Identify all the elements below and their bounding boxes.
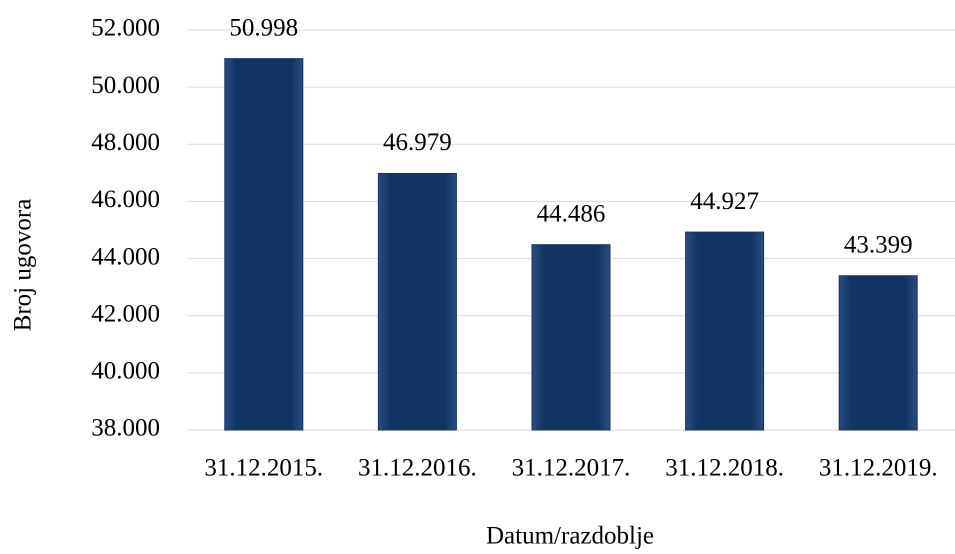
x-tick-label: 31.12.2016. bbox=[358, 455, 477, 482]
bar bbox=[838, 275, 918, 431]
x-tick-label: 31.12.2017. bbox=[512, 455, 631, 482]
bar bbox=[531, 244, 611, 431]
value-label: 50.998 bbox=[229, 14, 298, 41]
value-label: 46.979 bbox=[383, 129, 452, 156]
value-label: 44.486 bbox=[537, 200, 606, 227]
y-tick-label: 46.000 bbox=[91, 186, 160, 213]
y-tick-label: 38.000 bbox=[91, 415, 160, 442]
bar bbox=[224, 58, 304, 431]
value-label: 44.927 bbox=[690, 188, 759, 215]
y-tick-label: 44.000 bbox=[91, 243, 160, 270]
bar bbox=[685, 231, 765, 431]
value-label: 43.399 bbox=[844, 231, 913, 258]
x-tick-label: 31.12.2015. bbox=[204, 455, 323, 482]
y-tick-label: 52.000 bbox=[91, 15, 160, 42]
y-tick-label: 40.000 bbox=[91, 358, 160, 385]
x-tick-label: 31.12.2018. bbox=[665, 455, 784, 482]
x-axis-title: Datum/razdoblje bbox=[486, 523, 654, 550]
y-tick-label: 48.000 bbox=[91, 129, 160, 156]
y-tick-label: 42.000 bbox=[91, 300, 160, 327]
x-tick-label: 31.12.2019. bbox=[819, 455, 938, 482]
bar bbox=[377, 172, 457, 431]
y-axis-title: Broj ugovora bbox=[10, 199, 37, 332]
y-tick-label: 50.000 bbox=[91, 72, 160, 99]
